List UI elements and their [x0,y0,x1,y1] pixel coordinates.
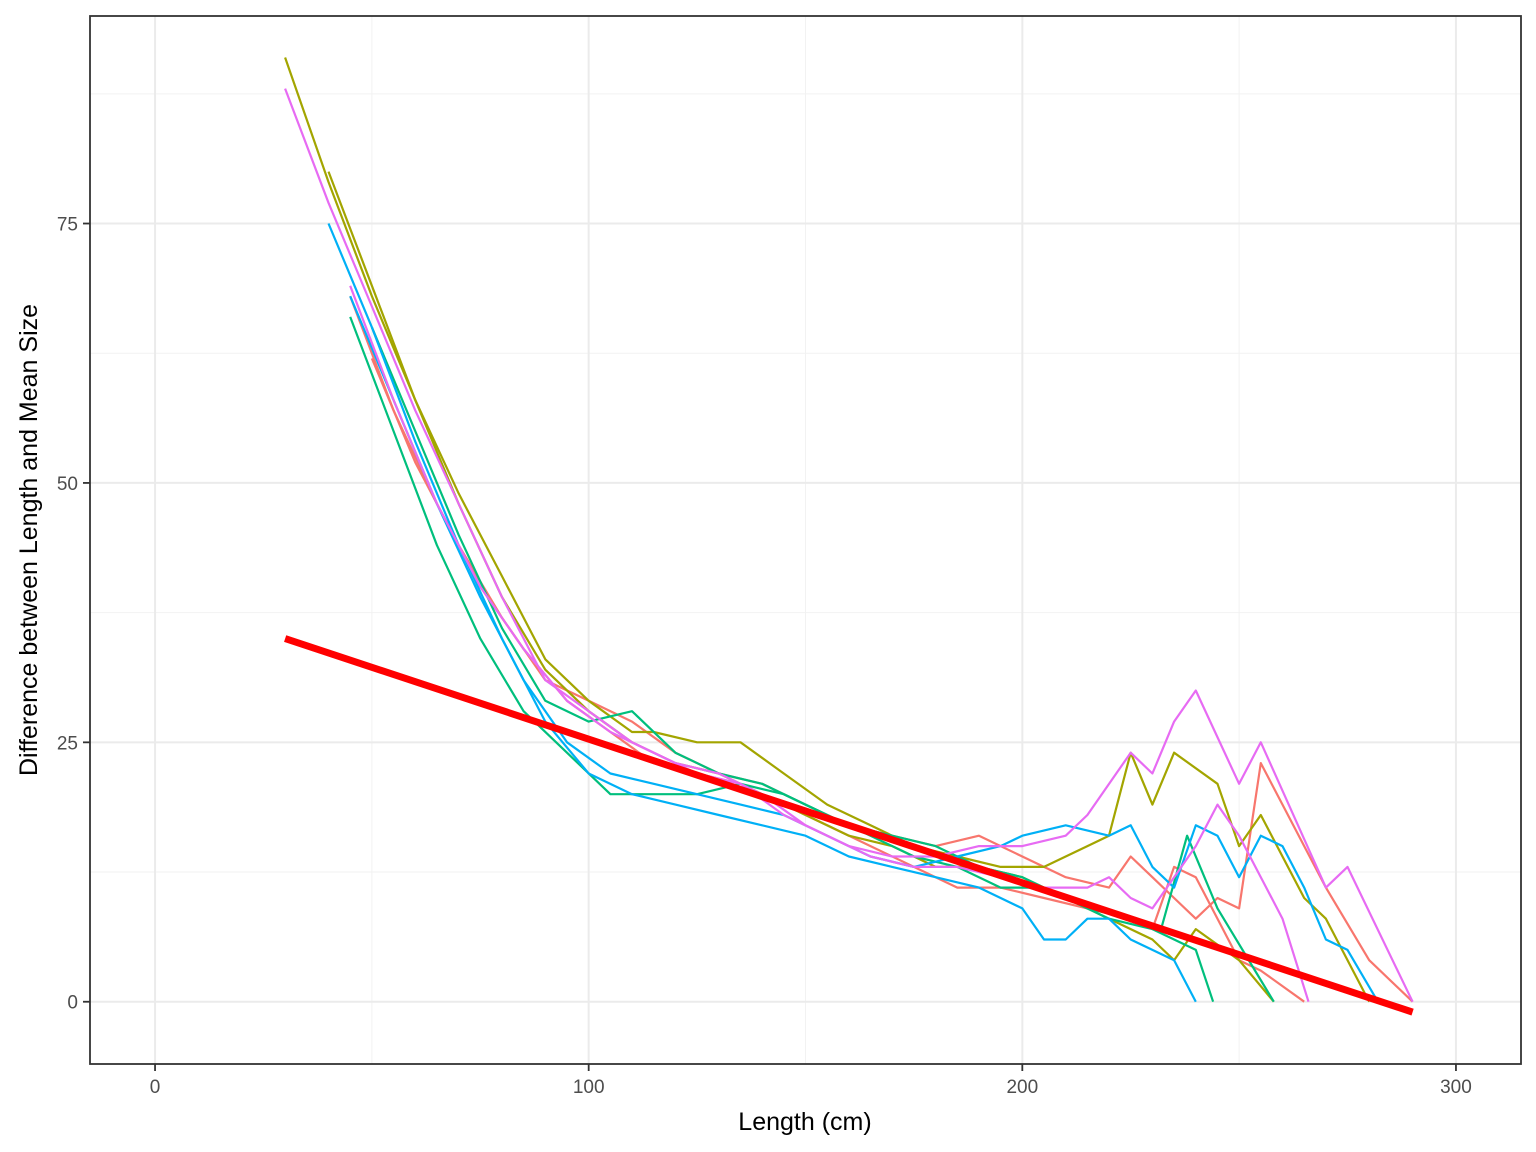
x-axis-title: Length (cm) [738,1108,871,1136]
y-tick-label: 75 [57,215,78,236]
panel-border [89,15,1522,1065]
x-tick-label: 200 [1006,1077,1038,1098]
regression-line [284,635,1414,1016]
series-line-9 [284,88,1414,1003]
y-tick-label: 0 [67,993,78,1014]
series-lines [284,57,1414,1003]
x-tick-label: 100 [573,1077,605,1098]
x-tick-label: 0 [150,1077,161,1098]
y-tick-label: 25 [57,733,78,754]
series-line-1 [370,357,1414,1003]
fit-line-layer [284,635,1414,1016]
y-axis-title: Difference between Length and Mean Size [15,304,43,776]
axis-ticks: 0 100 200 300 0 25 50 75 [57,215,1472,1098]
series-line-10 [349,285,1310,1003]
grid [90,16,1521,1064]
x-tick-label: 300 [1440,1077,1472,1098]
y-tick-label: 50 [57,474,78,495]
